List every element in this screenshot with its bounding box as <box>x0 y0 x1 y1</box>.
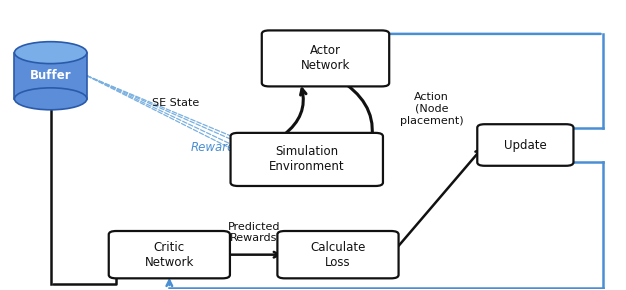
FancyBboxPatch shape <box>262 30 389 86</box>
Text: Predicted
Rewards: Predicted Rewards <box>227 222 280 243</box>
Polygon shape <box>14 53 87 99</box>
FancyBboxPatch shape <box>477 124 573 166</box>
FancyBboxPatch shape <box>109 231 230 278</box>
Text: Buffer: Buffer <box>30 69 71 82</box>
Text: Simulation
Environment: Simulation Environment <box>269 145 344 173</box>
FancyBboxPatch shape <box>277 231 399 278</box>
Text: Update: Update <box>504 139 546 151</box>
Text: Action
(Node
placement): Action (Node placement) <box>400 92 463 126</box>
Text: Calculate
Loss: Calculate Loss <box>310 241 366 269</box>
FancyBboxPatch shape <box>230 133 383 186</box>
Ellipse shape <box>14 88 87 110</box>
Text: Reward: Reward <box>191 142 235 154</box>
Text: Actor
Network: Actor Network <box>301 44 350 72</box>
Text: Critic
Network: Critic Network <box>145 241 194 269</box>
Ellipse shape <box>14 42 87 64</box>
Text: SE State: SE State <box>152 98 199 108</box>
